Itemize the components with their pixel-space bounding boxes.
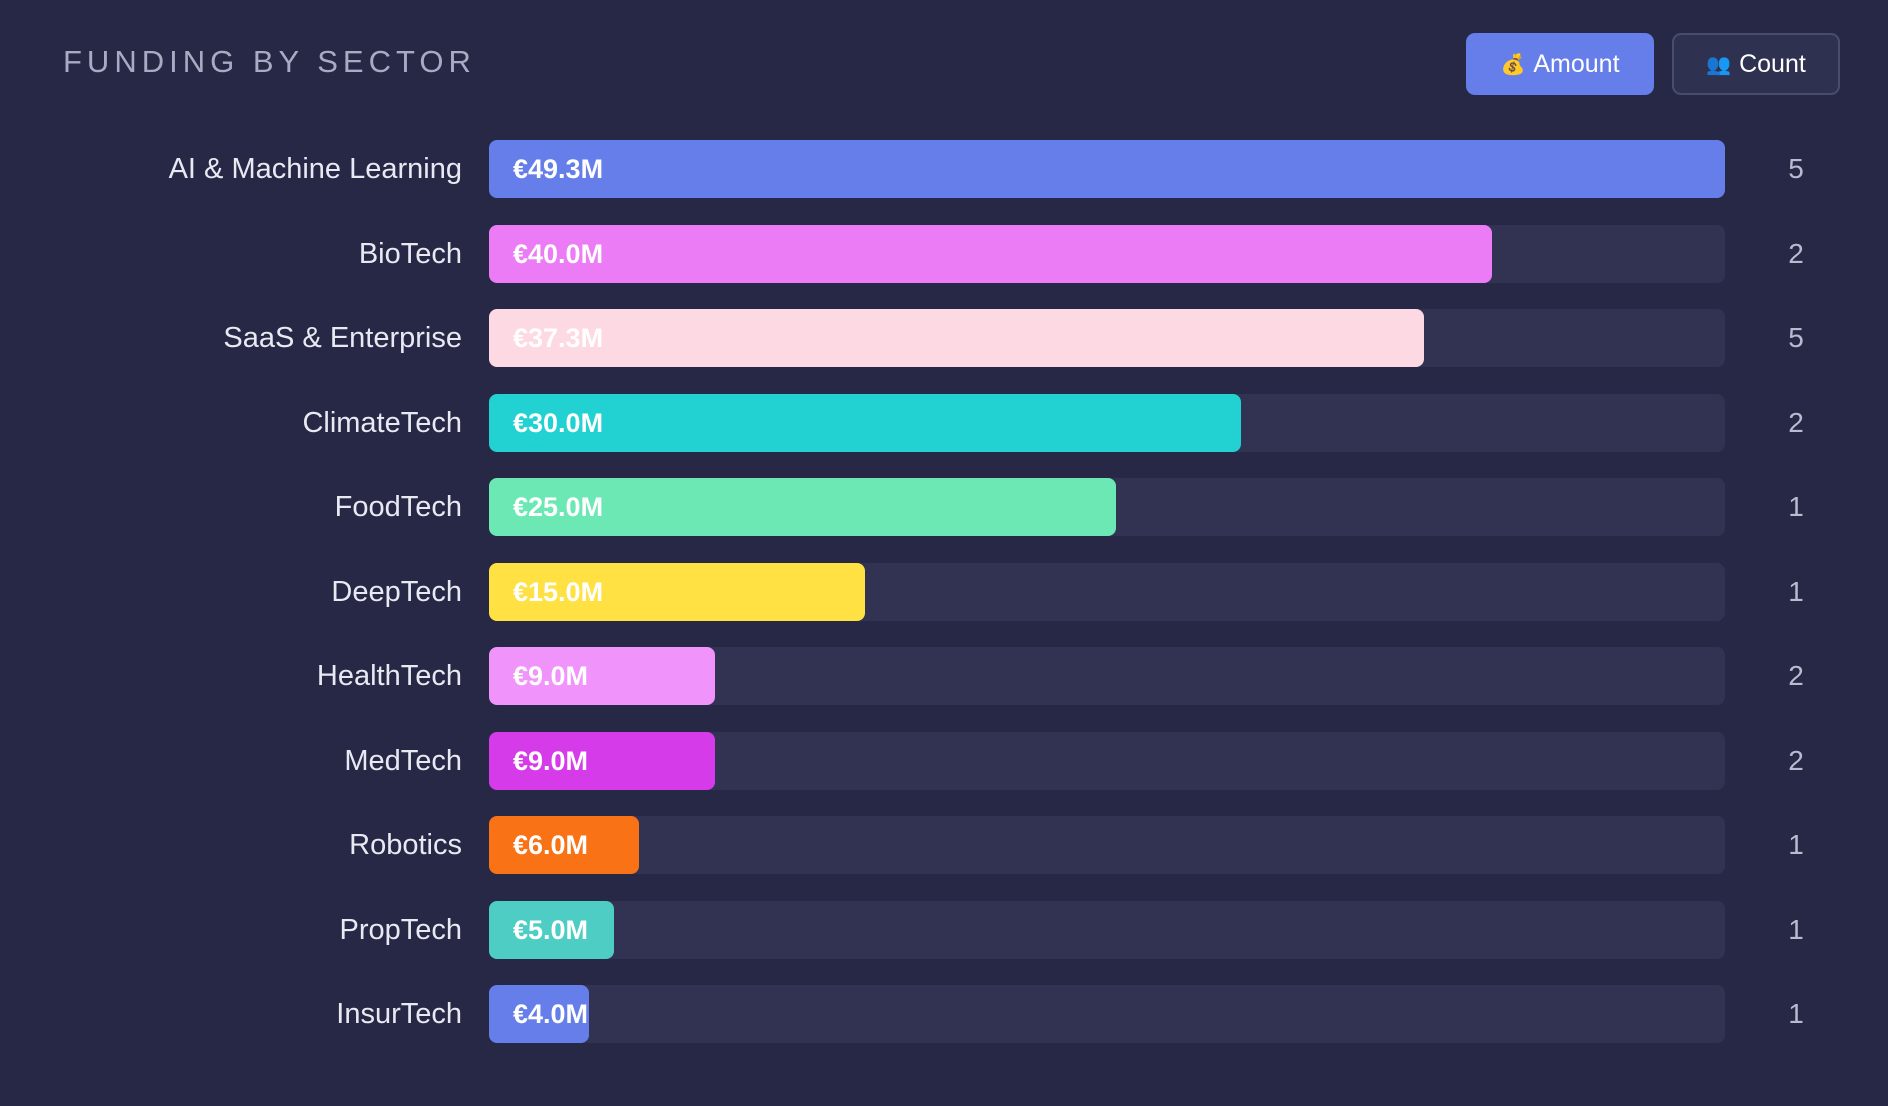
bar-row: ClimateTech €30.0M 2 [0, 394, 1888, 452]
bar-track: €4.0M [489, 985, 1725, 1043]
bar[interactable] [489, 732, 715, 790]
bar-row: BioTech €40.0M 2 [0, 225, 1888, 283]
bar-row: DeepTech €15.0M 1 [0, 563, 1888, 621]
bar[interactable] [489, 563, 865, 621]
bar-track: €9.0M [489, 732, 1725, 790]
bar[interactable] [489, 985, 589, 1043]
bar-value-label: €9.0M [513, 661, 589, 691]
deal-count: 1 [1788, 829, 1804, 860]
chart-title: FUNDING BY SECTOR [63, 44, 476, 79]
count-toggle-button[interactable]: 👥 Count [1672, 33, 1840, 95]
amount-toggle-button[interactable]: 💰 Amount [1466, 33, 1654, 95]
count-toggle-label: Count [1739, 49, 1806, 78]
bar[interactable] [489, 901, 614, 959]
category-label: FoodTech [334, 491, 462, 523]
bar[interactable] [489, 225, 1492, 283]
bar-value-label: €5.0M [513, 915, 589, 945]
money-bag-icon: 💰 [1500, 53, 1526, 76]
bar-track: €49.3M [489, 140, 1725, 198]
bar-value-label: €49.3M [513, 154, 604, 184]
bar-track: €15.0M [489, 563, 1725, 621]
bar-row: HealthTech €9.0M 2 [0, 647, 1888, 705]
bar-row: AI & Machine Learning €49.3M 5 [0, 140, 1888, 198]
amount-toggle-label: Amount [1533, 49, 1620, 78]
category-label: DeepTech [331, 576, 462, 608]
category-label: Robotics [349, 829, 462, 861]
bar[interactable] [489, 394, 1241, 452]
bar[interactable] [489, 647, 715, 705]
bar-track: €40.0M [489, 225, 1725, 283]
bar-row: FoodTech €25.0M 1 [0, 478, 1888, 536]
category-label: BioTech [358, 238, 462, 270]
bar[interactable] [489, 478, 1116, 536]
people-icon: 👥 [1706, 53, 1732, 76]
deal-count: 2 [1788, 407, 1804, 438]
category-label: AI & Machine Learning [168, 153, 462, 185]
category-label: HealthTech [316, 660, 462, 692]
bar-value-label: €30.0M [513, 408, 604, 438]
deal-count: 1 [1788, 491, 1804, 522]
bar-value-label: €25.0M [513, 492, 604, 522]
bar-row: InsurTech €4.0M 1 [0, 985, 1888, 1043]
bar-value-label: €37.3M [513, 323, 604, 353]
deal-count: 1 [1788, 576, 1804, 607]
bar-track: €9.0M [489, 647, 1725, 705]
bar[interactable] [489, 816, 639, 874]
bar-value-label: €9.0M [513, 746, 589, 776]
bar-track: €6.0M [489, 816, 1725, 874]
bar-track: €30.0M [489, 394, 1725, 452]
category-label: MedTech [344, 745, 462, 777]
deal-count: 5 [1788, 153, 1804, 184]
bar[interactable] [489, 309, 1424, 367]
bar-value-label: €15.0M [513, 577, 604, 607]
deal-count: 2 [1788, 660, 1804, 691]
category-label: InsurTech [336, 998, 462, 1030]
category-label: PropTech [339, 914, 462, 946]
bar-track: €37.3M [489, 309, 1725, 367]
category-label: SaaS & Enterprise [223, 322, 462, 354]
deal-count: 5 [1788, 322, 1804, 353]
bar[interactable] [489, 140, 1725, 198]
bar-row: MedTech €9.0M 2 [0, 732, 1888, 790]
deal-count: 1 [1788, 914, 1804, 945]
deal-count: 2 [1788, 238, 1804, 269]
bar-track: €25.0M [489, 478, 1725, 536]
bar-row: Robotics €6.0M 1 [0, 816, 1888, 874]
deal-count: 2 [1788, 745, 1804, 776]
bar-value-label: €40.0M [513, 239, 604, 269]
bar-row: SaaS & Enterprise €37.3M 5 [0, 309, 1888, 367]
bar-value-label: €4.0M [513, 999, 589, 1029]
category-label: ClimateTech [302, 407, 462, 439]
bar-row: PropTech €5.0M 1 [0, 901, 1888, 959]
deal-count: 1 [1788, 998, 1804, 1029]
bar-value-label: €6.0M [513, 830, 589, 860]
bar-track: €5.0M [489, 901, 1725, 959]
